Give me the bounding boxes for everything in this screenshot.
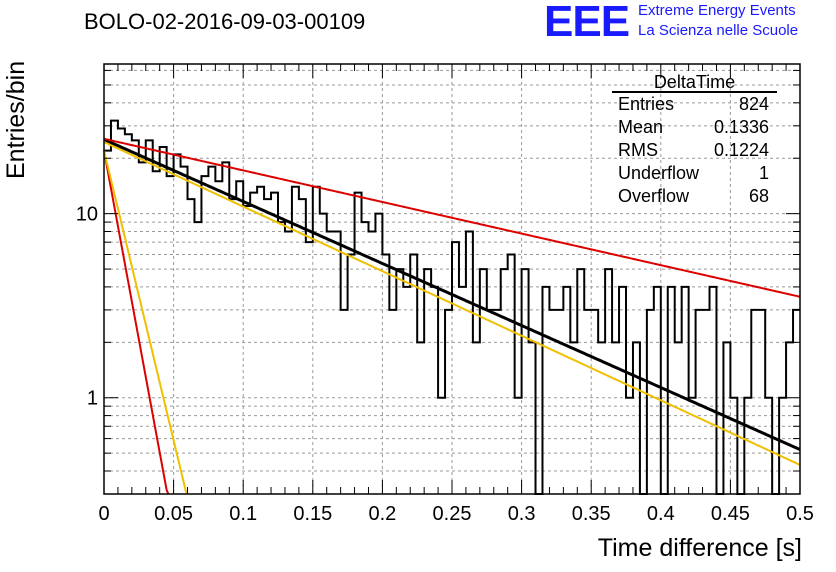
x-tick-label: 0.5 — [786, 503, 814, 525]
stats-label: RMS — [618, 140, 658, 160]
stats-label: Entries — [618, 94, 674, 114]
y-tick-label: 10 — [76, 204, 98, 226]
stats-title: DeltaTime — [654, 72, 735, 92]
histogram-bins — [104, 119, 800, 495]
stats-label: Overflow — [618, 186, 690, 206]
fit-curve — [103, 150, 170, 495]
x-tick-label: 0.15 — [293, 503, 332, 525]
y-tick-label: 1 — [87, 388, 98, 410]
x-tick-label: 0 — [98, 503, 109, 525]
logo-line-1: Extreme Energy Events — [638, 2, 796, 19]
stats-value: 68 — [749, 186, 769, 206]
x-tick-label: 0.35 — [572, 503, 611, 525]
eee-logo: EEE — [544, 0, 630, 46]
fit-curve — [103, 150, 189, 495]
stats-label: Mean — [618, 117, 663, 137]
fit-curve — [103, 141, 801, 466]
x-axis-label: Time difference [s] — [597, 534, 802, 562]
x-tick-label: 0.4 — [647, 503, 675, 525]
plot-title: BOLO-02-2016-09-03-00109 — [84, 9, 366, 34]
stats-value: 1 — [759, 163, 769, 183]
stats-value: 0.1336 — [714, 117, 769, 137]
stats-label: Underflow — [618, 163, 700, 183]
x-tick-label: 0.05 — [154, 503, 193, 525]
stats-value: 0.1224 — [714, 140, 769, 160]
stats-value: 824 — [739, 94, 769, 114]
fit-curve — [103, 138, 801, 451]
x-tick-label: 0.45 — [711, 503, 750, 525]
logo-line-2: La Scienza nelle Scuole — [638, 22, 799, 39]
x-tick-label: 0.25 — [433, 503, 472, 525]
x-tick-label: 0.3 — [508, 503, 536, 525]
fit-curve — [103, 137, 801, 298]
x-tick-label: 0.2 — [368, 503, 396, 525]
x-tick-label: 0.1 — [229, 503, 257, 525]
